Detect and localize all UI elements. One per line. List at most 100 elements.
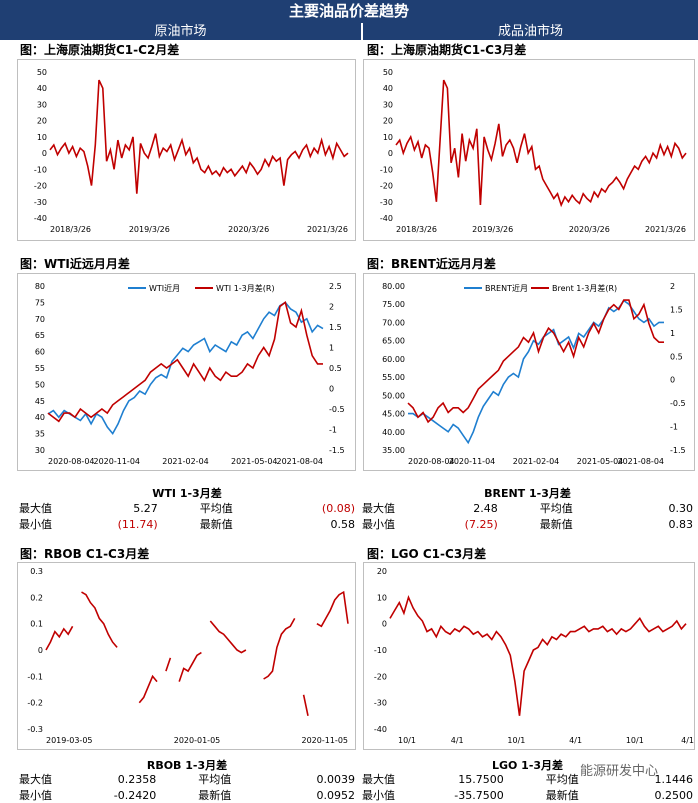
rbob-min-label: 最小值 bbox=[19, 789, 52, 802]
brent-avg-label: 平均值 bbox=[539, 502, 573, 515]
x-tick-label: 2021/3/26 bbox=[645, 225, 686, 234]
rbob-avg-label: 平均值 bbox=[198, 773, 232, 786]
x-tick-label: 10/1 bbox=[626, 736, 644, 745]
wti-min: (11.74) bbox=[117, 517, 158, 531]
y-tick-label: 0 bbox=[38, 646, 43, 655]
chart-p3: 80 75 70 65 60 55 50 45 40 35 30 2.5 2 1.5 1 0.5 0 -0.5 -1… bbox=[35, 282, 345, 466]
rbob-max-label: 最大值 bbox=[19, 773, 52, 786]
x-tick-label: 2021-05-04 bbox=[231, 457, 278, 466]
y-tick-label: 50 bbox=[37, 68, 47, 77]
y-tick-label: 40 bbox=[383, 84, 393, 93]
rbob-min: -0.2420 bbox=[113, 788, 157, 802]
lgo-max: 15.7500 bbox=[458, 772, 504, 786]
series-line bbox=[395, 79, 687, 208]
y-tick-label: 75.00 bbox=[382, 300, 405, 309]
rbob-avg: 0.0039 bbox=[316, 772, 356, 786]
panel-title-p1: 图：上海原油期货C1-C2月差 bbox=[20, 43, 180, 57]
y2-tick-label: 1 bbox=[329, 344, 334, 353]
wti-stats-table: 最大值 5.27 平均值 (0.08) 最小值 (11.74) 最新值 0.58 bbox=[17, 500, 357, 532]
y-tick-label: -30 bbox=[374, 699, 387, 708]
y-tick-label: 70.00 bbox=[382, 318, 405, 327]
y-tick-label: 30 bbox=[383, 100, 393, 109]
x-tick-label: 4/1 bbox=[451, 736, 464, 745]
y-tick-label: 50.00 bbox=[382, 391, 405, 400]
x-tick-label: 2019/3/26 bbox=[472, 225, 513, 234]
y-tick-label: -0.2 bbox=[27, 699, 43, 708]
y-tick-label: 60 bbox=[35, 348, 45, 357]
y-tick-label: 40.00 bbox=[382, 428, 405, 437]
y-tick-label: 45 bbox=[35, 397, 45, 406]
lgo-max-label: 最大值 bbox=[362, 773, 395, 786]
y-tick-label: 55.00 bbox=[382, 373, 405, 382]
y-tick-label: 70 bbox=[35, 315, 45, 324]
y-tick-label: 0 bbox=[42, 149, 47, 158]
y-tick-label: 0.3 bbox=[30, 567, 43, 576]
y-tick-label: 80.00 bbox=[382, 282, 405, 291]
y2-tick-label: 1.5 bbox=[670, 305, 683, 314]
y-tick-label: 50 bbox=[383, 68, 393, 77]
y-tick-label: 60.00 bbox=[382, 355, 405, 364]
y-tick-label: 10 bbox=[383, 133, 393, 142]
y-tick-label: 35.00 bbox=[382, 446, 405, 455]
panel-title-p4: 图：BRENT近远月月差 bbox=[367, 257, 496, 271]
y2-tick-label: 1.5 bbox=[329, 323, 342, 332]
y-tick-label: 40 bbox=[35, 413, 45, 422]
y2-tick-label: -1 bbox=[329, 426, 337, 435]
rbob-stats-caption: RBOB 1-3月差 bbox=[146, 759, 228, 772]
y-tick-label: 45.00 bbox=[382, 410, 405, 419]
x-tick-label: 2018/3/26 bbox=[396, 225, 437, 234]
y2-tick-label: 2 bbox=[329, 303, 334, 312]
wti-latest: 0.58 bbox=[330, 517, 356, 531]
x-tick-label: 10/1 bbox=[507, 736, 525, 745]
legend-label: WTI 1-3月差(R) bbox=[216, 283, 275, 293]
wti-latest-label: 最新值 bbox=[199, 518, 233, 531]
x-tick-label: 2021/3/26 bbox=[307, 225, 348, 234]
series-line bbox=[389, 594, 687, 716]
series-line bbox=[45, 625, 74, 651]
x-tick-label: 2021-08-04 bbox=[277, 457, 324, 466]
y2-tick-label: 2 bbox=[670, 282, 675, 291]
y-tick-label: -10 bbox=[380, 165, 393, 174]
y-tick-label: 65 bbox=[35, 331, 45, 340]
chart-p6: 20 10 0 -10 -20 -30 -40 10/1 4/1 10/1 4/1 10/1 4/1 bbox=[374, 567, 694, 745]
x-tick-label: 2018/3/26 bbox=[50, 225, 91, 234]
series-line bbox=[47, 301, 324, 436]
x-tick-label: 2020/3/26 bbox=[228, 225, 269, 234]
y2-tick-label: -1 bbox=[670, 423, 678, 432]
y-tick-label: -30 bbox=[380, 198, 393, 207]
y-tick-label: 20 bbox=[377, 567, 387, 576]
section-products: 成品油市场 bbox=[363, 23, 698, 40]
x-tick-label: 2020/3/26 bbox=[569, 225, 610, 234]
y2-tick-label: -1.5 bbox=[329, 446, 345, 455]
series-line bbox=[408, 299, 664, 445]
brent-min: (7.25) bbox=[464, 517, 498, 531]
y-tick-label: 65.00 bbox=[382, 337, 405, 346]
y2-tick-label: 2.5 bbox=[329, 282, 342, 291]
y-tick-label: 20 bbox=[37, 117, 47, 126]
x-tick-label: 2020-01-05 bbox=[174, 736, 221, 745]
y-tick-label: -0.3 bbox=[27, 725, 43, 734]
x-tick-label: 2020-11-05 bbox=[302, 736, 349, 745]
brent-latest-label: 最新值 bbox=[539, 518, 573, 531]
series-line bbox=[407, 299, 664, 424]
rbob-latest: 0.0952 bbox=[316, 788, 356, 802]
y-tick-label: 0 bbox=[382, 620, 387, 629]
lgo-stats-caption: LGO 1-3月差 bbox=[491, 759, 564, 772]
y-tick-label: 35 bbox=[35, 430, 45, 439]
chart-p4: 80.00 75.00 70.00 65.00 60.00 55.00 50.00 45.00… bbox=[382, 282, 686, 466]
brent-max-label: 最大值 bbox=[362, 502, 395, 515]
wti-max: 5.27 bbox=[133, 501, 158, 515]
y-tick-label: 10 bbox=[37, 133, 47, 142]
wti-max-label: 最大值 bbox=[19, 502, 52, 515]
y-tick-label: 30 bbox=[37, 100, 47, 109]
y-tick-label: 75 bbox=[35, 298, 45, 307]
main-title: 主要油品价差趋势 bbox=[0, 0, 698, 23]
y-tick-label: 0.2 bbox=[30, 593, 43, 602]
section-crude: 原油市场 bbox=[0, 23, 361, 40]
series-line bbox=[209, 620, 247, 654]
legend-label: Brent 1-3月差(R) bbox=[552, 283, 617, 293]
panel-title-p6: 图：LGO C1-C3月差 bbox=[367, 547, 487, 561]
lgo-min-label: 最小值 bbox=[362, 789, 395, 802]
